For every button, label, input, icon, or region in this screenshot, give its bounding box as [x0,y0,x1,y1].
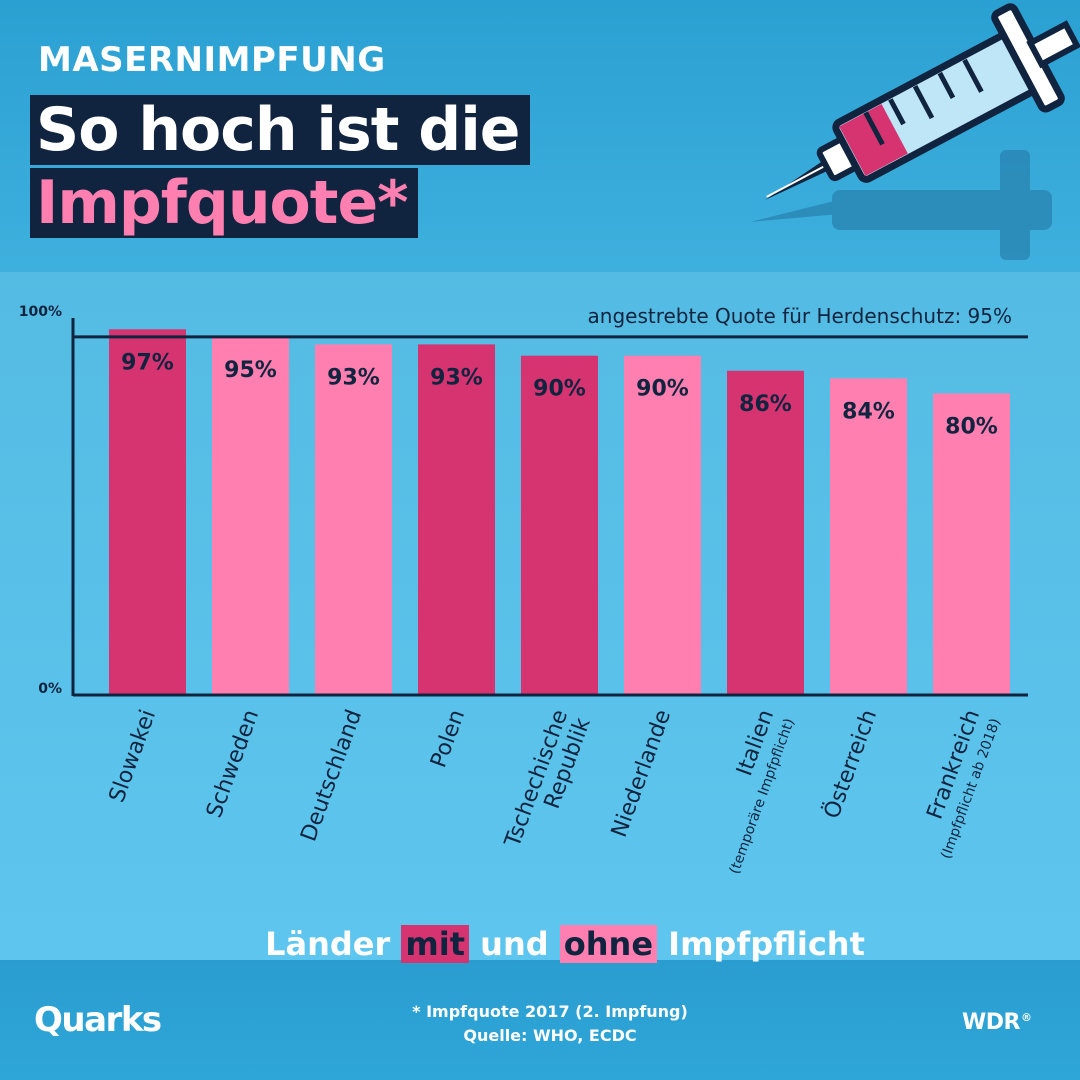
x-tick-label: Österreich [819,706,882,822]
legend-word-laender: Länder [265,925,391,963]
bar-value-label: 84% [842,399,895,424]
bar-value-label: 93% [430,365,483,390]
bar [933,393,1010,695]
y-tick-100: 100% [19,304,62,320]
wdr-logo-mark: ® [1020,1010,1032,1024]
title-line-1: So hoch ist die [30,95,530,165]
footnote-text: * Impfquote 2017 (2. Impfung) [412,1002,688,1021]
herd-immunity-label: angestrebte Quote für Herdenschutz: 95% [588,304,1012,328]
bar-value-label: 97% [121,350,174,375]
bar-value-label: 80% [945,414,998,439]
bar [830,378,907,695]
bar [521,355,598,695]
x-tick-text: Schweden [202,707,264,822]
bar [727,370,804,695]
bar-value-label: 90% [636,377,689,402]
y-tick-0: 0% [38,681,62,697]
wdr-logo-text: WDR [962,1010,1020,1035]
x-tick-text: Deutschland [296,707,367,845]
quarks-logo: Quarks [34,1000,162,1040]
syringe-icon [750,3,1080,260]
x-tick-text: Österreich [819,706,882,822]
x-tick-text: Slowakei [105,707,162,806]
legend: Länder mit und ohne Impfpflicht [0,925,1080,963]
bar-value-label: 93% [327,365,380,390]
wdr-logo: WDR® [962,1010,1032,1035]
x-tick-label: Deutschland [296,707,367,845]
bar-value-label: 90% [533,377,586,402]
bar [624,355,701,695]
x-tick-label: Frankreich(Impfpflicht ab 2018) [922,707,1003,862]
kicker-label: MASERNIMPFUNG [38,40,386,80]
legend-word-und: und [480,925,549,963]
bar-chart: angestrebte Quote für Herdenschutz: 95% … [19,304,1028,877]
bars-layer [109,329,1010,695]
legend-mit: mit [401,925,470,963]
bar [418,344,495,695]
x-tick-text: Niederlande [607,707,676,841]
bar-value-label: 86% [739,392,792,417]
source-text: Quelle: WHO, ECDC [463,1026,637,1045]
title-line-2: Impfquote* [30,168,418,238]
bar [315,344,392,695]
x-tick-label: Schweden [202,707,264,822]
x-tick-label: Polen [426,707,470,772]
x-tick-label: Niederlande [607,707,676,841]
bar [212,336,289,695]
footnote: * Impfquote 2017 (2. Impfung) Quelle: WH… [300,1000,800,1048]
x-tick-label: Italien(temporäre Impfpflicht) [727,707,798,877]
footer-background [0,960,1080,1080]
legend-word-impfpflicht: Impfpflicht [668,925,865,963]
x-tick-text: Polen [426,707,470,772]
x-tick-label: Slowakei [105,707,162,806]
bar-value-label: 95% [224,358,277,383]
legend-ohne: ohne [559,925,658,963]
bar [109,329,186,695]
